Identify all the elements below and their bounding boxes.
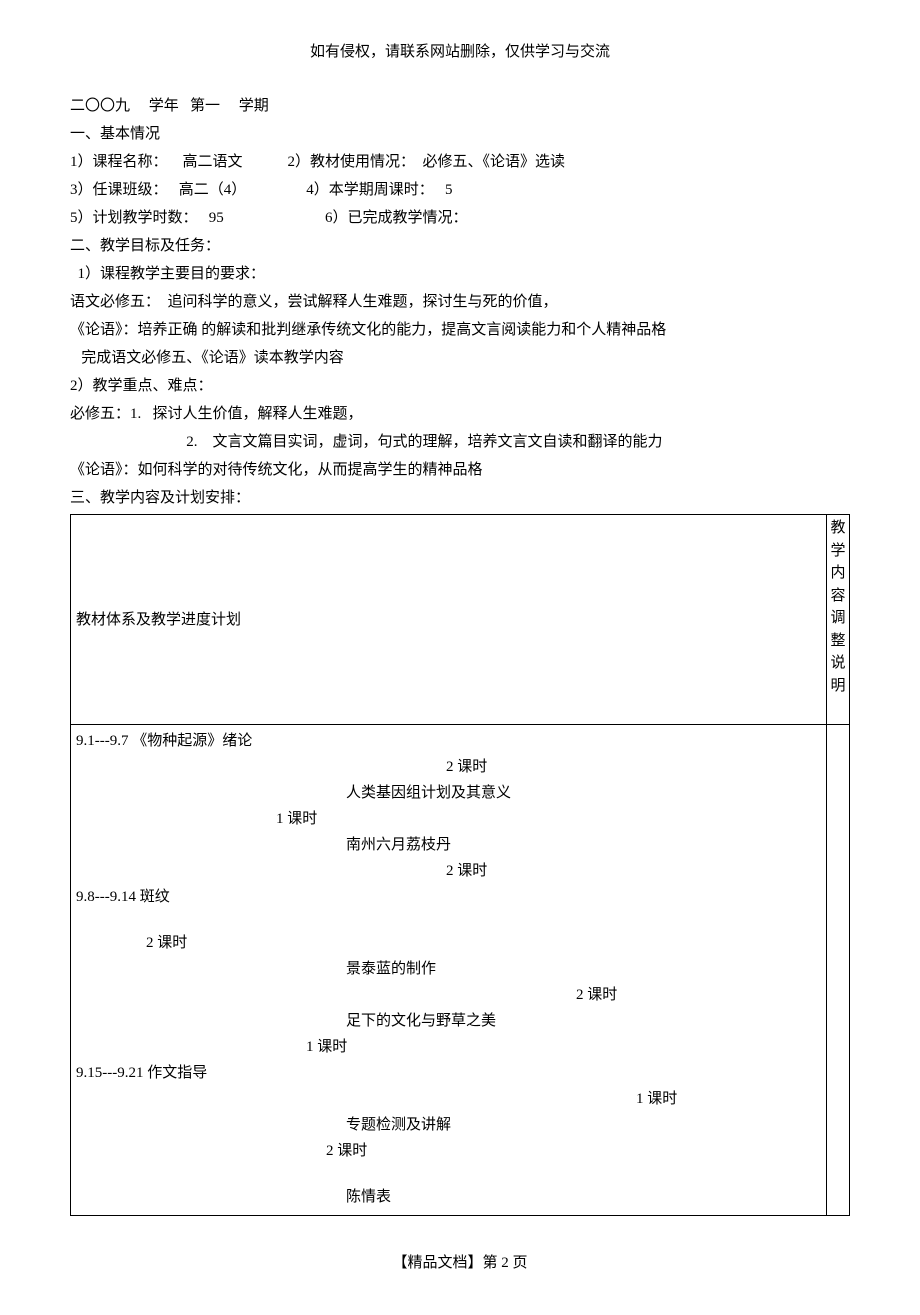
table-row: 1 课时 <box>76 1087 821 1111</box>
table-row: 人类基因组计划及其意义 <box>76 781 821 805</box>
goals-line-3: 《论语》：培养正确 的解读和批判继承传统文化的能力，提高文言阅读能力和个人精神品… <box>70 318 850 342</box>
table-row: 9.1---9.7 《物种起源》绪论 <box>76 729 821 753</box>
plan-table: 教材体系及教学进度计划 9.1---9.7 《物种起源》绪论2 课时人类基因组计… <box>70 514 850 1216</box>
table-left-content: 9.1---9.7 《物种起源》绪论2 课时人类基因组计划及其意义1 课时南州六… <box>71 725 826 1215</box>
table-row: 2 课时 <box>76 983 821 1007</box>
table-row: 2 课时 <box>76 1139 821 1163</box>
title-line: 二〇〇九 学年 第一 学期 <box>70 94 850 118</box>
goals-header: 二、教学目标及任务： <box>70 234 850 258</box>
goals-line-8: 《论语》：如何科学的对待传统文化，从而提高学生的精神品格 <box>70 458 850 482</box>
table-row: 9.8---9.14 斑纹 <box>76 885 821 909</box>
table-row: 2 课时 <box>76 859 821 883</box>
table-right-content <box>827 725 849 1215</box>
goals-line-7: 2. 文言文篇目实词，虚词，句式的理解，培养文言文自读和翻译的能力 <box>70 430 850 454</box>
table-left-header: 教材体系及教学进度计划 <box>71 515 826 725</box>
info-row-3: 5）计划教学时数： 95 6）已完成教学情况： <box>70 206 850 230</box>
info-row-2: 3）任课班级： 高二（4） 4）本学期周课时： 5 <box>70 178 850 202</box>
table-right-column: 教学内容调整说明 <box>827 515 849 1215</box>
table-row: 专题检测及讲解 <box>76 1113 821 1137</box>
table-row: 陈情表 <box>76 1185 821 1209</box>
goals-line-2: 语文必修五： 追问科学的意义，尝试解释人生难题，探讨生与死的价值， <box>70 290 850 314</box>
info-row-1: 1）课程名称： 高二语文 2）教材使用情况： 必修五、《论语》选读 <box>70 150 850 174</box>
header-note: 如有侵权，请联系网站删除，仅供学习与交流 <box>70 40 850 64</box>
table-row: 足下的文化与野草之美 <box>76 1009 821 1033</box>
page-footer: 【精品文档】第 2 页 <box>70 1251 850 1275</box>
basic-info-header: 一、基本情况 <box>70 122 850 146</box>
table-row: 1 课时 <box>76 807 821 831</box>
table-row: 2 课时 <box>76 931 821 955</box>
table-right-header: 教学内容调整说明 <box>827 515 849 725</box>
table-row: 南州六月荔枝丹 <box>76 833 821 857</box>
table-row: 2 课时 <box>76 755 821 779</box>
table-row <box>76 1165 821 1183</box>
table-row: 1 课时 <box>76 1035 821 1059</box>
table-row: 9.15---9.21 作文指导 <box>76 1061 821 1085</box>
table-row <box>76 911 821 929</box>
goals-line-6: 必修五：1. 探讨人生价值，解释人生难题， <box>70 402 850 426</box>
table-left-column: 教材体系及教学进度计划 9.1---9.7 《物种起源》绪论2 课时人类基因组计… <box>71 515 827 1215</box>
plan-header: 三、教学内容及计划安排： <box>70 486 850 510</box>
goals-line-4: 完成语文必修五、《论语》读本教学内容 <box>70 346 850 370</box>
goals-line-5: 2）教学重点、难点： <box>70 374 850 398</box>
goals-line-1: 1）课程教学主要目的要求： <box>70 262 850 286</box>
table-row: 景泰蓝的制作 <box>76 957 821 981</box>
